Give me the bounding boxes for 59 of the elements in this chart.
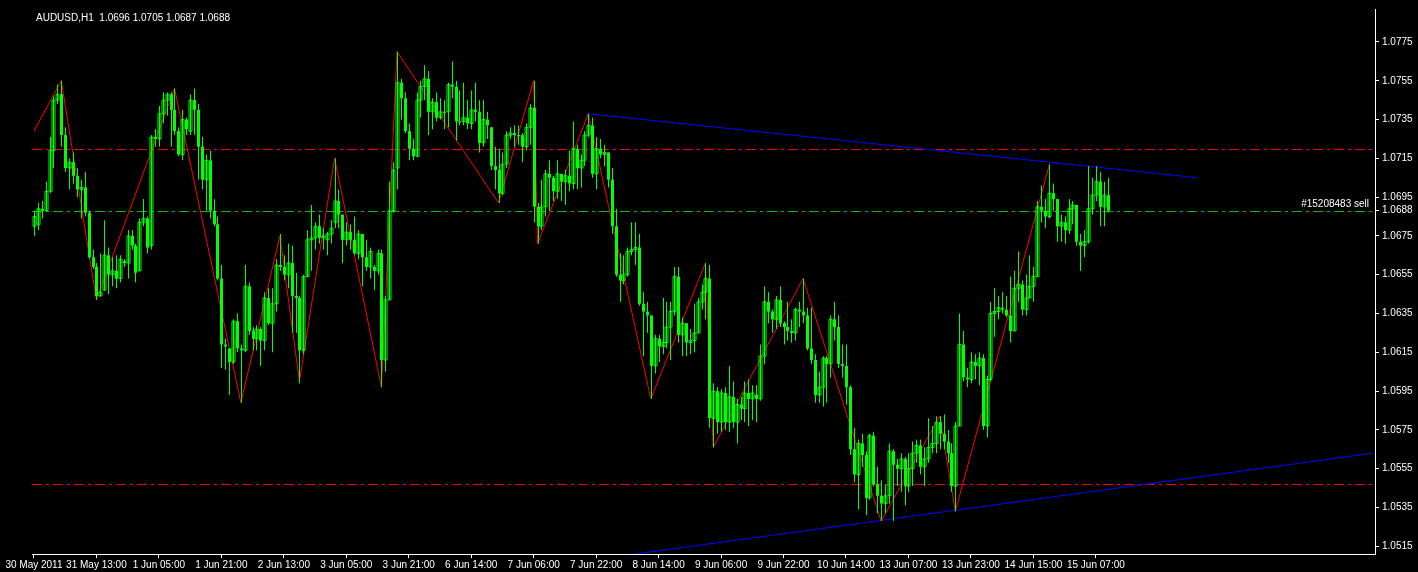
candlestick <box>461 82 466 126</box>
candlestick <box>810 307 813 365</box>
y-tick-label: 1.0615 <box>1382 346 1414 358</box>
y-tick-label: 1.0575 <box>1382 423 1414 435</box>
candlestick <box>555 159 560 200</box>
x-tick-label: 31 May 13:00 <box>66 558 128 570</box>
candlestick <box>98 252 103 297</box>
y-tick-label: 1.0635 <box>1382 307 1414 319</box>
x-tick-label: 3 Jun 05:00 <box>320 558 373 570</box>
y-tick-label: 1.0595 <box>1382 384 1414 396</box>
x-tick-label: 9 Jun 22:00 <box>757 558 811 570</box>
candlestick <box>969 351 974 384</box>
candlestick <box>841 344 844 379</box>
candlestick <box>934 415 939 454</box>
candlestick <box>1024 274 1029 316</box>
candlestick <box>1102 181 1107 227</box>
candlestick <box>845 344 848 406</box>
candlestick <box>110 256 115 287</box>
x-tick-label: 1 Jun 05:00 <box>132 558 186 570</box>
x-tick-label: 2 Jun 13:00 <box>257 558 311 570</box>
y-tick-label: 1.0695 <box>1382 190 1414 202</box>
ref-line-label: #15208483 sell <box>1301 198 1369 210</box>
candlestick <box>692 303 697 353</box>
candlestick <box>719 388 724 433</box>
y-tick-label: 1.0735 <box>1382 113 1414 125</box>
x-tick-label: 6 Jun 14:00 <box>445 558 498 570</box>
x-tick-label: 7 Jun 06:00 <box>507 558 561 570</box>
x-tick-label: 7 Jun 22:00 <box>570 558 623 570</box>
candlestick <box>517 124 520 146</box>
candlestick <box>943 413 946 450</box>
y-tick-label: 1.0555 <box>1382 462 1414 474</box>
y-tick-label: 1.0535 <box>1382 501 1414 513</box>
y-tick-label: 1.0675 <box>1382 229 1414 241</box>
x-tick-label: 3 Jun 21:00 <box>382 558 436 570</box>
y-tick-label: 1.0715 <box>1382 152 1414 164</box>
y-tick-label: 1.0655 <box>1382 268 1414 280</box>
candlestick <box>821 355 826 408</box>
x-tick-label: 8 Jun 14:00 <box>632 558 686 570</box>
y-tick-label: 1.0515 <box>1382 539 1414 551</box>
x-tick-label: 13 Jun 07:00 <box>879 558 938 570</box>
x-tick-label: 13 Jun 23:00 <box>942 558 1001 570</box>
candlestick <box>876 466 879 514</box>
x-tick-label: 10 Jun 14:00 <box>817 558 876 570</box>
candlestick <box>481 99 486 148</box>
x-tick-label: 14 Jun 15:00 <box>1004 558 1063 570</box>
chart-title: AUDUSD,H1 1.0696 1.0705 1.0687 1.0688 <box>36 11 231 23</box>
candlestick <box>786 301 789 342</box>
candlestick <box>642 291 645 357</box>
x-tick-label: 30 May 2011 <box>5 558 63 570</box>
candlestick <box>727 365 732 433</box>
x-tick-label: 1 Jun 21:00 <box>195 558 248 570</box>
candlestick <box>408 122 411 161</box>
y-tick-label: 1.0775 <box>1382 35 1414 47</box>
x-tick-label: 15 Jun 07:00 <box>1066 558 1126 570</box>
y-tick-label: 1.0755 <box>1382 74 1414 86</box>
y-tick-label: 1.0688 <box>1382 204 1414 216</box>
candlestick <box>494 146 497 190</box>
x-tick-label: 9 Jun 06:00 <box>694 558 748 570</box>
candlestick <box>571 120 576 190</box>
